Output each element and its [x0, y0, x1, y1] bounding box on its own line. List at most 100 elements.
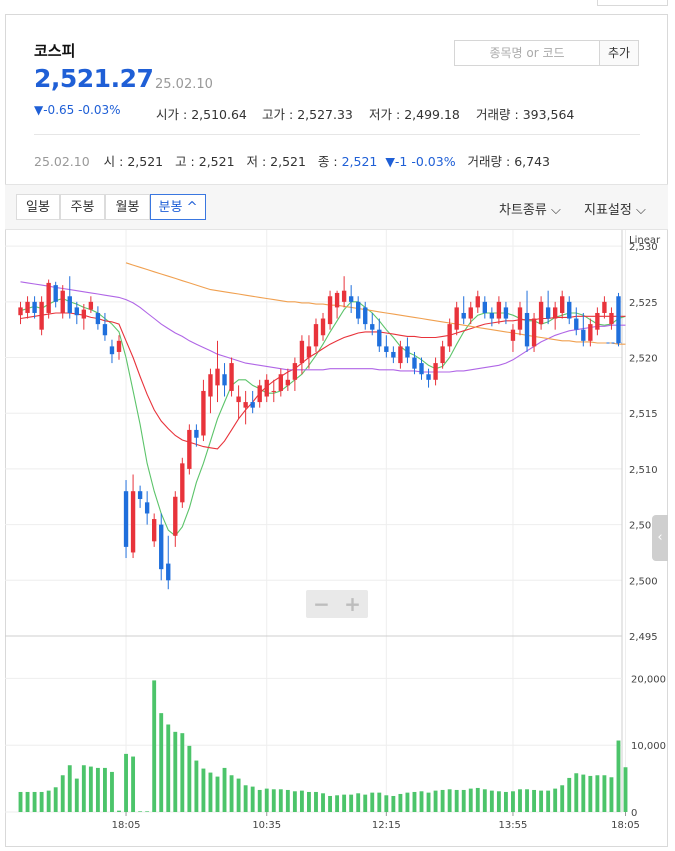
minute-open-label: 시 — [103, 154, 116, 169]
volume-stat: 거래량 : 393,564 — [476, 107, 575, 122]
volume-bar — [39, 791, 44, 812]
tab-daily[interactable]: 일봉 — [16, 194, 60, 220]
price-tick-label: 2,515 — [629, 409, 658, 420]
price-tick-label: 2,525 — [629, 298, 658, 309]
tab-monthly[interactable]: 월봉 — [105, 194, 150, 220]
candle — [81, 309, 87, 319]
candle — [236, 396, 241, 403]
volume-bar — [138, 811, 143, 812]
indicator-dropdown[interactable]: 지표설정 ⌵ — [584, 199, 646, 218]
candle — [574, 318, 579, 330]
candle — [299, 340, 305, 364]
volume-label: 거래량 — [476, 107, 511, 122]
candle — [88, 301, 94, 310]
volume-bar — [53, 787, 58, 812]
volume-bar — [602, 775, 607, 812]
chart-area[interactable]: 2,530 2,525 2,520 2,515 2,510 2,505 2,500 2,495… — [5, 230, 668, 851]
open-stat: 시가 : 2,510.64 — [156, 107, 247, 122]
volume-bar — [194, 760, 199, 812]
minute-change: ▼-1 -0.03% — [385, 154, 456, 169]
candle — [257, 385, 262, 403]
volume-bar — [363, 794, 368, 812]
zoom-out-button[interactable]: − — [313, 592, 330, 616]
header-divider — [34, 134, 640, 135]
chevron-down-icon: ⌵ — [631, 203, 646, 218]
volume-bar — [496, 791, 501, 812]
volume-bar — [539, 790, 544, 812]
candle — [95, 312, 101, 325]
ma-line-ma60 — [20, 281, 626, 373]
volume-tick-label: 20,000 — [631, 674, 666, 685]
volume-bar — [257, 789, 262, 812]
volume-bar — [180, 733, 185, 812]
volume-bar — [299, 790, 304, 812]
tab-minute[interactable]: 분봉 ^ — [150, 194, 206, 220]
price-tick-label: 2,510 — [629, 465, 658, 476]
add-button[interactable]: 추가 — [599, 40, 639, 66]
volume-bar — [461, 789, 466, 812]
tab-weekly[interactable]: 주봉 — [60, 194, 105, 220]
volume-bar — [285, 789, 290, 812]
candle — [447, 324, 452, 347]
candle — [173, 496, 178, 536]
open-value: 2,510.64 — [191, 107, 247, 122]
minute-high-label: 고 — [175, 154, 187, 169]
stock-search-input[interactable]: 종목명 or 코드 — [454, 40, 600, 66]
candle — [32, 301, 37, 313]
side-panel-toggle[interactable]: ‹ — [652, 515, 668, 561]
candle — [180, 463, 185, 503]
open-label: 시가 — [156, 107, 180, 122]
candle — [130, 491, 136, 553]
price-tick-label: 2,495 — [629, 632, 658, 643]
stock-chart[interactable]: 2,530 2,525 2,520 2,515 2,510 2,505 2,500 2,495… — [5, 230, 668, 847]
candle — [567, 301, 572, 319]
volume-bar — [623, 767, 628, 812]
minute-low: 2,521 — [270, 154, 306, 169]
volume-bar — [609, 777, 614, 812]
volume-bar — [152, 680, 157, 812]
volume-bar — [187, 745, 192, 812]
candle — [419, 363, 424, 375]
candle — [250, 402, 255, 408]
candle — [510, 329, 516, 341]
widget-frame — [5, 14, 668, 847]
volume-bar — [553, 788, 558, 812]
volume-bar — [532, 789, 536, 812]
volume-bar — [391, 795, 396, 812]
volume-bar — [60, 775, 65, 812]
candle — [229, 363, 234, 391]
volume-bar — [454, 789, 459, 812]
volume-bar — [25, 791, 30, 812]
minute-close: 2,521 — [341, 154, 378, 169]
volume-bar — [475, 787, 480, 812]
candle — [609, 312, 614, 325]
volume-bar — [412, 791, 417, 812]
volume-bar — [335, 795, 340, 812]
minute-summary: 25.02.10 시 : 2,521 고 : 2,521 저 : 2,521 종… — [34, 154, 550, 169]
chart-type-dropdown[interactable]: 차트종류 ⌵ — [499, 199, 561, 218]
volume-bar — [46, 790, 51, 812]
volume-bar — [32, 791, 37, 812]
index-change: ▼-0.65 -0.03% — [34, 103, 121, 117]
chart-type-label: 차트종류 — [499, 203, 547, 218]
volume-bar — [264, 788, 269, 812]
index-date: 25.02.10 — [155, 77, 213, 92]
candle — [602, 301, 607, 313]
volume-bar — [145, 811, 150, 812]
volume-value: 393,564 — [522, 107, 575, 122]
x-tick-label: 13:55 — [499, 820, 528, 831]
candle — [482, 301, 488, 313]
candle — [433, 363, 438, 380]
candle — [384, 346, 389, 352]
low-value: 2,499.18 — [404, 107, 460, 122]
index-name: 코스피 — [34, 42, 76, 60]
volume-bar — [574, 773, 579, 812]
volume-bar — [356, 793, 361, 812]
candle — [356, 301, 361, 319]
volume-bar — [546, 790, 551, 812]
candle — [370, 324, 375, 330]
volume-bar — [426, 792, 431, 812]
zoom-control: − + — [306, 590, 368, 618]
candle — [208, 374, 213, 397]
zoom-in-button[interactable]: + — [344, 592, 361, 616]
